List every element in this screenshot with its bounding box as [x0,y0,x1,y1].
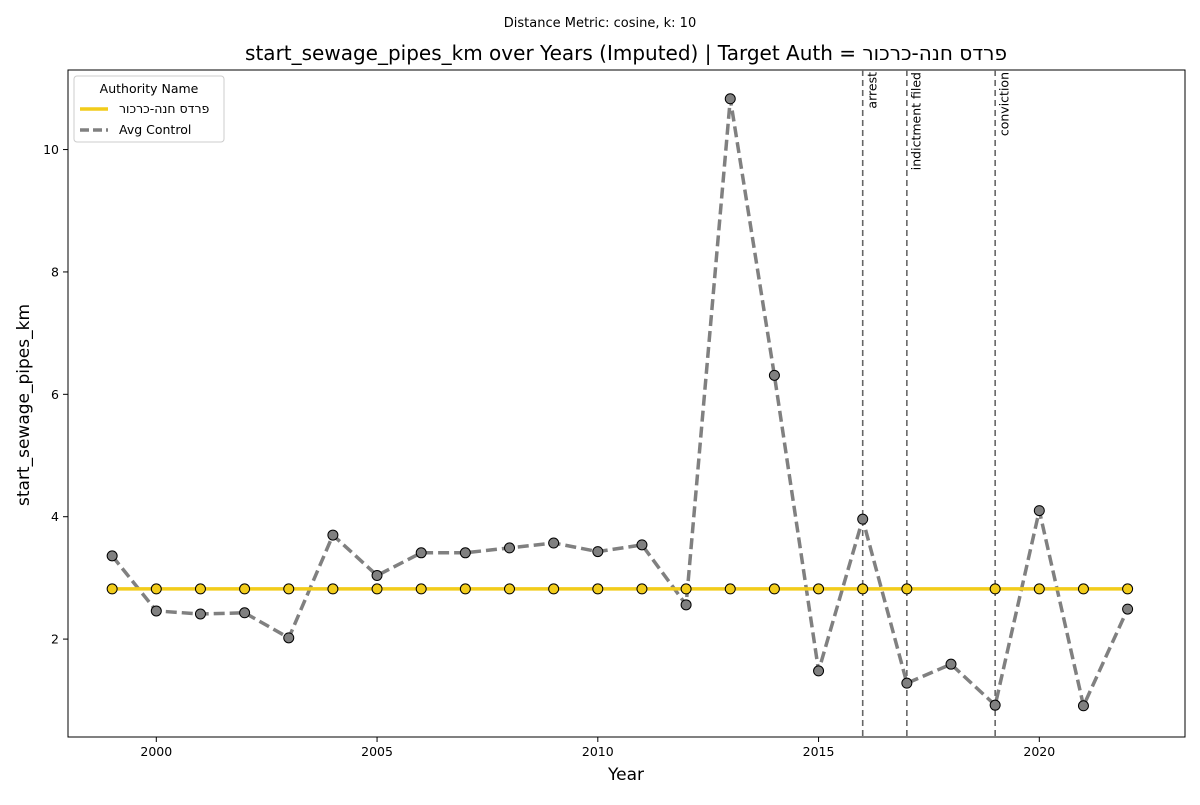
data-point-avg-control [327,529,339,541]
data-point-target [371,583,383,595]
legend-box [73,75,225,143]
data-point-target [901,583,913,595]
data-point-avg-control [194,608,206,620]
data-point-avg-control [724,93,736,105]
data-point-avg-control [548,537,560,549]
data-point-avg-control [945,658,957,670]
data-point-target [150,583,162,595]
data-point-avg-control [239,607,251,619]
data-point-avg-control [150,605,162,617]
y-tick-label: 4 [51,509,59,524]
y-tick-label: 2 [51,632,59,647]
event-label: indictment filed [908,72,923,170]
data-point-avg-control [813,665,825,677]
legend-title: Authority Name [100,81,199,96]
data-point-avg-control [415,547,427,559]
data-point-target [636,583,648,595]
data-point-target [857,583,869,595]
legend-label-target: פרדס חנה-כרכור [119,101,210,116]
data-point-avg-control [989,699,1001,711]
data-point-avg-control [106,550,118,562]
data-point-target [768,583,780,595]
data-point-target [1077,583,1089,595]
x-tick-label: 2010 [582,744,614,759]
data-point-target [106,583,118,595]
data-point-target [504,583,516,595]
x-tick-label: 2000 [140,744,172,759]
data-point-target [592,583,604,595]
event-label: arrest [864,72,879,109]
x-axis-label: Year [607,765,644,785]
legend: Authority Name פרדס חנה-כרכור Avg Contro… [73,75,225,143]
data-point-target [1033,583,1045,595]
data-point-avg-control [1077,700,1089,712]
data-point-target [680,583,692,595]
data-point-avg-control [1122,603,1134,615]
data-point-target [239,583,251,595]
series-line-avg-control [110,97,1130,708]
y-axis-label: start_sewage_pipes_km [14,304,34,506]
data-point-target [283,583,295,595]
plot-frame [67,69,1186,738]
x-tick-label: 2020 [1023,744,1055,759]
y-tick-label: 8 [51,264,59,279]
data-point-avg-control [283,632,295,644]
plot-area: 2000 2005 2010 2015 2020 2 4 6 8 10 arrest indictme… [43,69,1186,759]
y-tick-label: 6 [51,387,59,402]
data-point-target [194,583,206,595]
data-point-target [548,583,560,595]
data-point-avg-control [768,369,780,381]
legend-label-avg-control: Avg Control [119,122,191,137]
data-point-avg-control [680,599,692,611]
data-point-avg-control [504,542,516,554]
data-point-target [1122,583,1134,595]
data-point-target [415,583,427,595]
data-point-target [813,583,825,595]
data-point-target [459,583,471,595]
data-point-avg-control [592,546,604,558]
data-point-avg-control [901,677,913,689]
chart-suptitle: Distance Metric: cosine, k: 10 [504,16,696,31]
data-point-target [724,583,736,595]
x-tick-label: 2015 [803,744,835,759]
data-point-avg-control [857,513,869,525]
data-point-avg-control [636,539,648,551]
event-label: conviction [997,72,1012,136]
data-point-target [989,583,1001,595]
y-tick-label: 10 [43,142,59,157]
data-point-target [327,583,339,595]
data-point-avg-control [1033,505,1045,517]
data-point-avg-control [371,569,383,581]
x-tick-label: 2005 [361,744,393,759]
chart-title: start_sewage_pipes_km over Years (Impute… [245,41,1007,65]
data-point-avg-control [459,547,471,559]
